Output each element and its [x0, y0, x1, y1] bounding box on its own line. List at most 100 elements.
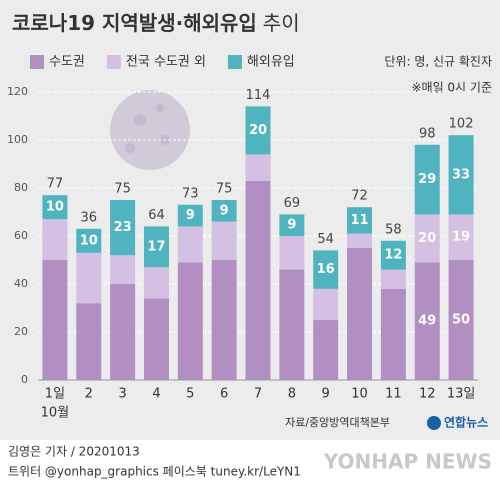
byline: 김영은 기자 / 20201013 — [8, 445, 140, 459]
segment-label: 12 — [384, 248, 402, 263]
bar-segment — [279, 236, 305, 270]
total-label: 73 — [182, 186, 199, 201]
month-label: 10월 — [41, 406, 70, 421]
bar-segment — [211, 221, 237, 260]
x-tick-label: 4 — [152, 387, 160, 402]
x-tick-label: 7 — [254, 387, 262, 402]
bar-segment — [380, 269, 406, 289]
x-tick-label: 10 — [351, 387, 368, 402]
segment-label: 9 — [186, 208, 195, 223]
legend-swatch — [106, 55, 121, 69]
bar-segment — [110, 284, 136, 380]
total-label: 77 — [47, 177, 64, 192]
watermark: YONHAP NEWS — [323, 450, 492, 474]
bar-segment — [143, 267, 169, 299]
bar-segment — [143, 226, 169, 268]
bar-segment — [347, 207, 373, 234]
x-tick-label: 13일 — [447, 387, 476, 402]
y-tick-label: 80 — [14, 181, 28, 194]
title-suffix: 추이 — [263, 11, 300, 35]
legend-swatch — [227, 55, 242, 69]
y-tick-label: 120 — [7, 85, 28, 98]
x-tick-label: 8 — [288, 387, 296, 402]
y-tick-label: 40 — [14, 277, 28, 290]
segment-label: 19 — [452, 230, 470, 245]
segment-label: 50 — [452, 313, 470, 328]
bar-segment — [177, 226, 203, 263]
total-label: 72 — [351, 189, 368, 204]
legend-swatch — [30, 55, 44, 69]
y-tick-label: 20 — [14, 325, 28, 338]
bar-segment — [76, 252, 102, 304]
unit-note: 단위: 명, 신규 확진자 — [384, 55, 492, 69]
total-label: 54 — [317, 232, 334, 247]
footer-background — [0, 440, 500, 484]
bar-segment — [347, 233, 373, 248]
total-label: 64 — [148, 208, 165, 223]
bar-segment — [313, 250, 339, 289]
time-note: ※매일 0시 기준 — [411, 81, 492, 95]
segment-label: 49 — [418, 314, 436, 329]
bar-segment — [380, 288, 406, 380]
bar-segment — [448, 214, 474, 260]
bar-segment — [42, 260, 68, 380]
bar-segment — [448, 260, 474, 380]
title-main: 코로나19 지역발생·해외유입 — [12, 11, 257, 35]
segment-label: 16 — [317, 262, 335, 277]
bar-segment — [347, 248, 373, 380]
x-tick-label: 12 — [419, 387, 436, 402]
bar-segment — [110, 200, 136, 256]
x-tick-label: 1일 — [45, 387, 65, 402]
bar-segment — [448, 135, 474, 215]
brand-logo — [427, 416, 441, 430]
total-label: 102 — [449, 117, 474, 132]
bar-segment — [177, 204, 203, 227]
chart-title: 코로나19 지역발생·해외유입 추이 — [12, 11, 300, 35]
y-tick-label: 100 — [7, 133, 28, 146]
x-tick-label: 6 — [220, 387, 228, 402]
total-label: 69 — [284, 196, 301, 211]
legend-label: 해외유입 — [247, 55, 295, 70]
bar-segment — [279, 269, 305, 380]
total-label: 114 — [246, 88, 271, 103]
legend-label: 전국 수도권 외 — [126, 55, 206, 70]
bar-segment — [42, 195, 68, 220]
x-tick-label: 3 — [118, 387, 126, 402]
segment-label: 9 — [287, 218, 296, 233]
bar-segment — [76, 228, 102, 253]
x-tick-label: 11 — [385, 387, 402, 402]
y-tick-label: 60 — [14, 229, 28, 242]
bar-segment — [245, 154, 271, 181]
bar-segment — [414, 214, 440, 263]
source: 자료/중앙방역대책본부 — [285, 416, 390, 429]
bar-segment — [245, 106, 271, 155]
segment-label: 11 — [350, 213, 368, 228]
bar-segment — [110, 255, 136, 284]
bar-segment — [143, 298, 169, 380]
legend-label: 수도권 — [49, 55, 85, 70]
bar-segment — [380, 240, 406, 270]
bar-segment — [245, 180, 271, 380]
segment-label: 9 — [220, 203, 229, 218]
x-tick-label: 2 — [85, 387, 93, 402]
bar-segment — [414, 262, 440, 380]
total-label: 98 — [419, 126, 436, 141]
bar-segment — [313, 288, 339, 320]
total-label: 36 — [80, 210, 97, 225]
total-label: 75 — [216, 182, 233, 197]
x-tick-label: 5 — [186, 387, 194, 402]
bar-segment — [177, 262, 203, 380]
x-tick-label: 9 — [322, 387, 330, 402]
bar-segment — [211, 200, 237, 222]
brand: 연합뉴스 — [444, 415, 488, 430]
bar-segment — [313, 320, 339, 380]
segment-label: 10 — [46, 200, 64, 215]
total-label: 58 — [385, 222, 402, 237]
segment-label: 29 — [418, 172, 436, 187]
bar-segment — [42, 219, 68, 260]
segment-label: 33 — [452, 167, 470, 182]
segment-label: 10 — [80, 233, 98, 248]
y-tick-label: 0 — [21, 373, 28, 386]
segment-label: 17 — [147, 239, 165, 254]
